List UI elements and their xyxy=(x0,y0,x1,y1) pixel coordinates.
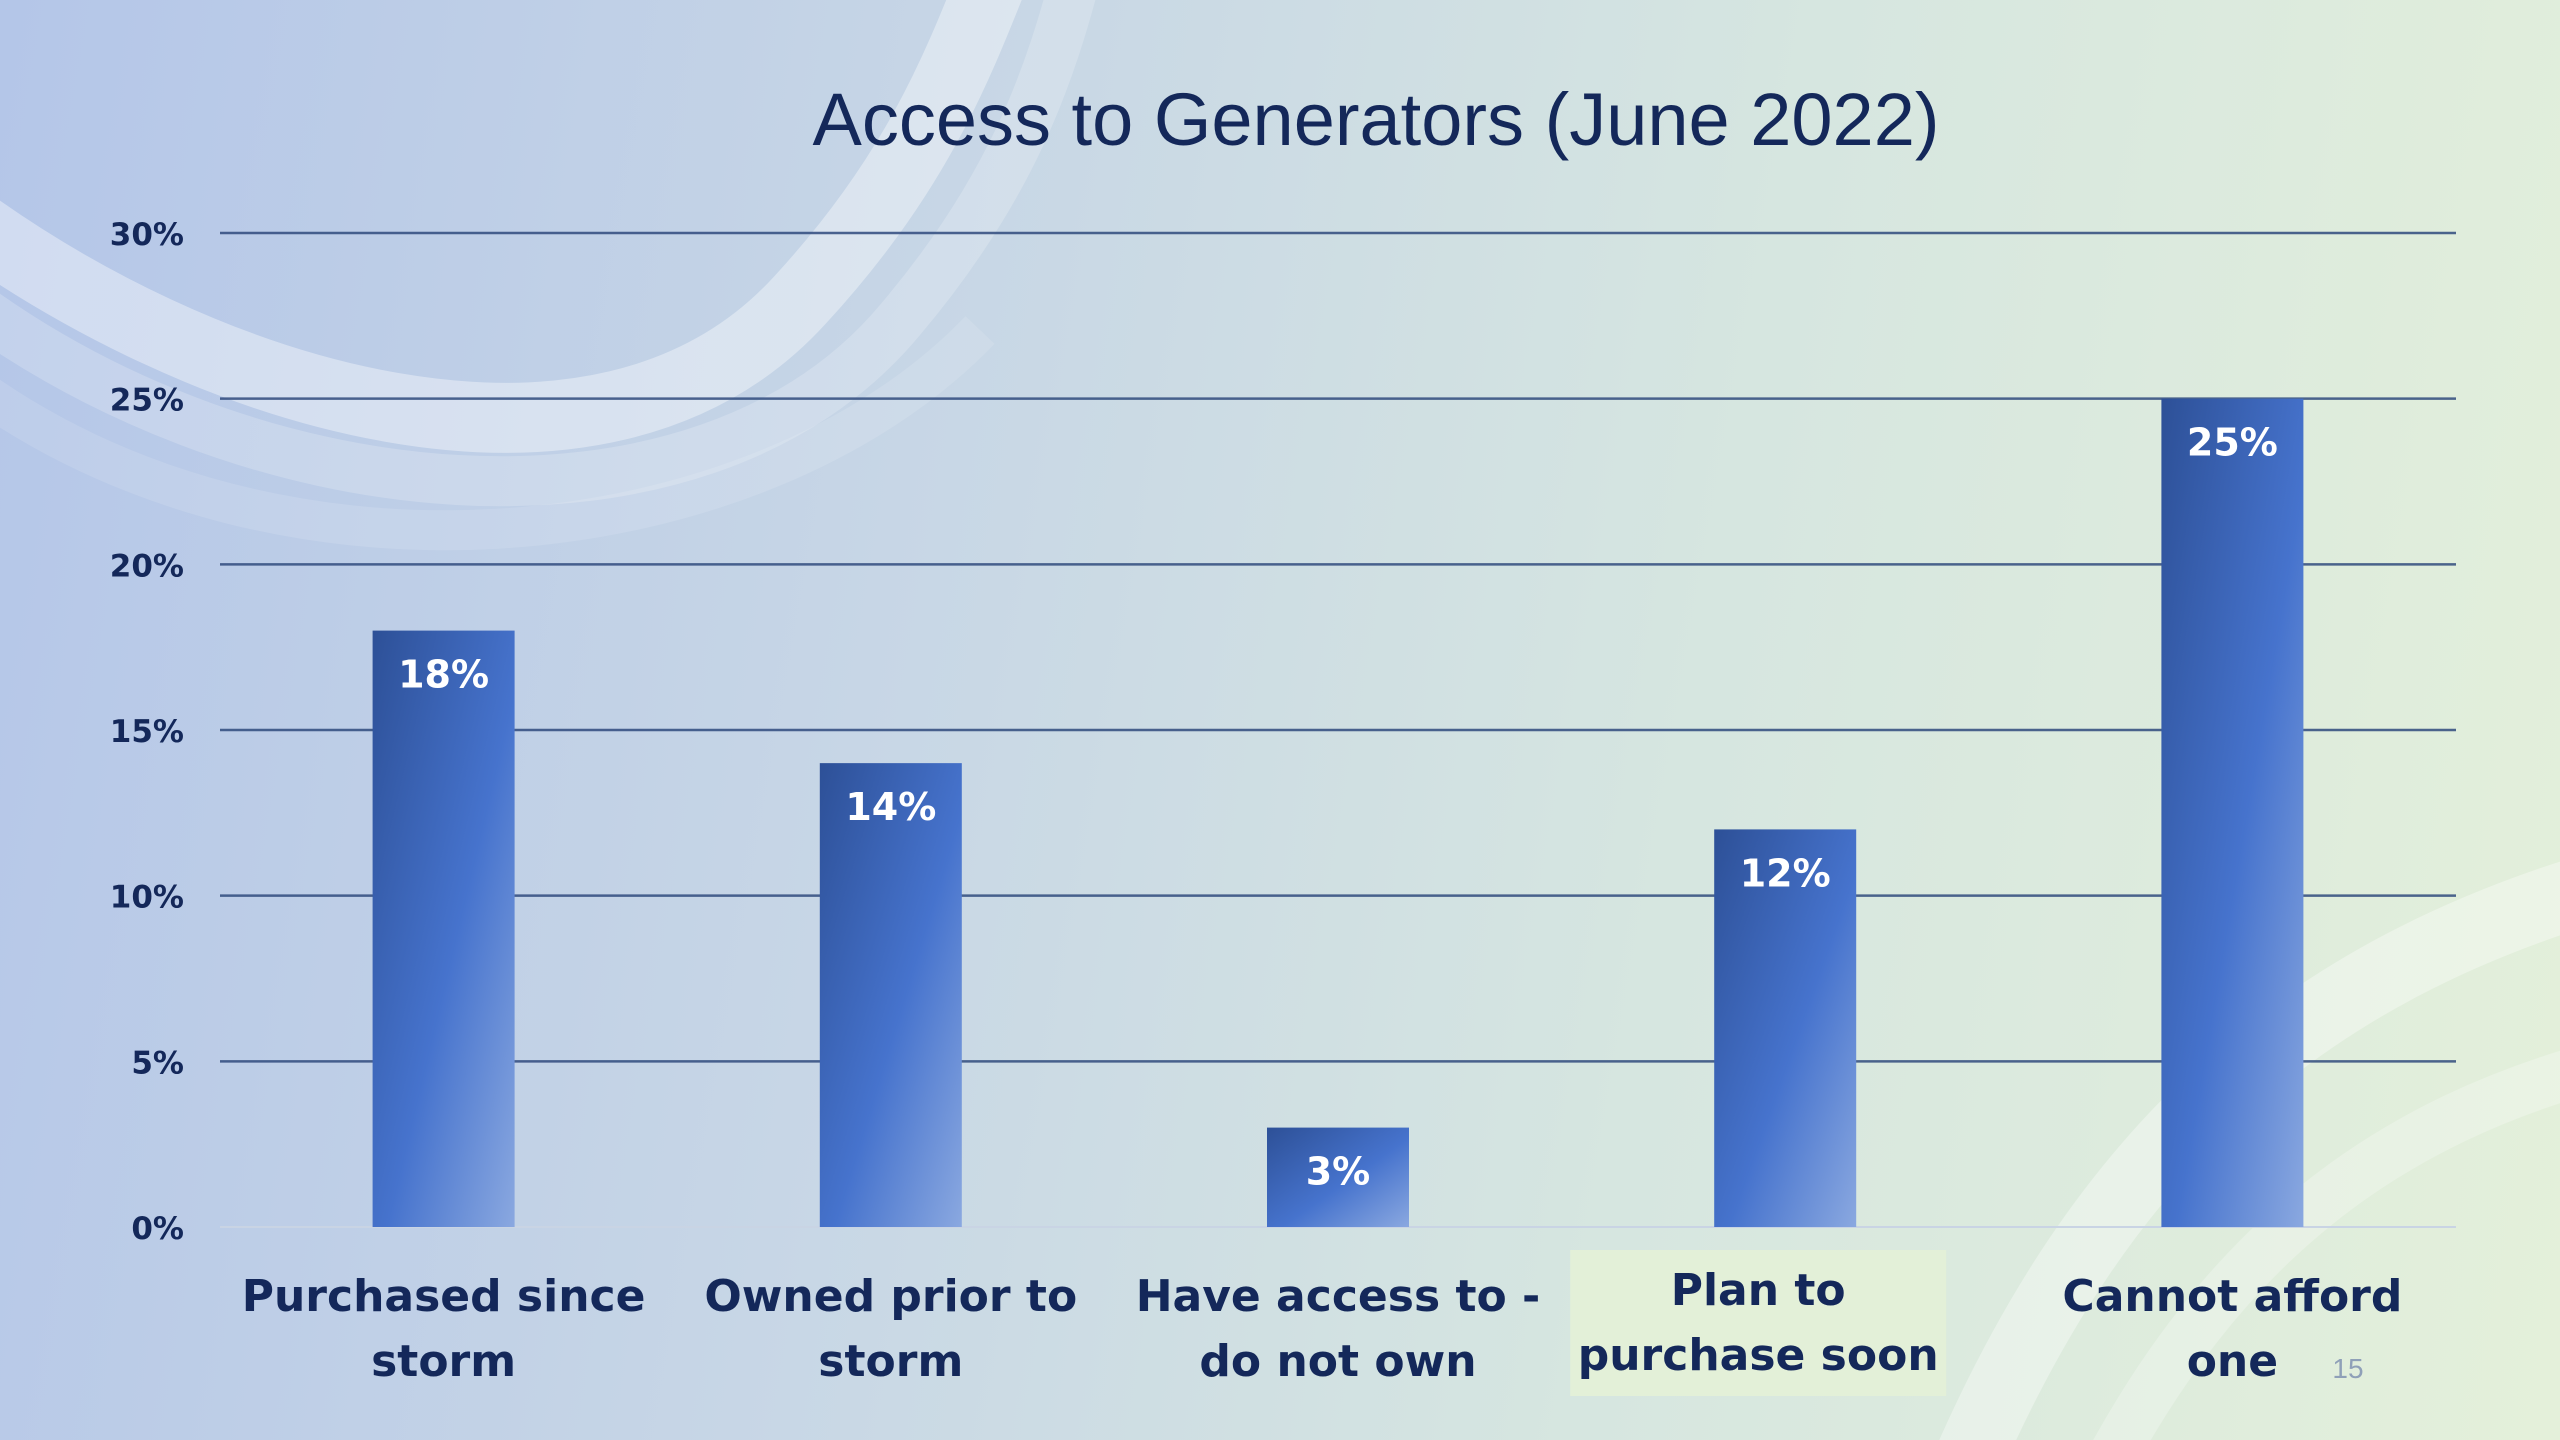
y-tick-label: 25% xyxy=(110,383,184,419)
data-labels: 18% 14% 3% 12% 25% xyxy=(398,421,2278,1194)
bar xyxy=(1714,829,1857,1227)
bar xyxy=(819,763,962,1227)
bars xyxy=(372,398,2304,1228)
data-label: 3% xyxy=(1306,1150,1371,1194)
category-label: Plan to purchase soon xyxy=(1578,1265,1939,1381)
category-label: Owned prior to storm xyxy=(704,1271,1077,1387)
page-number: 15 xyxy=(2332,1353,2364,1384)
category-label: Purchased since storm xyxy=(242,1271,646,1387)
data-label: 14% xyxy=(845,785,936,829)
category-label: Have access to -do not own xyxy=(1136,1271,1541,1387)
chart-title: Access to Generators (June 2022) xyxy=(812,78,1939,161)
gridlines xyxy=(220,231,2456,1228)
data-label: 18% xyxy=(398,653,489,697)
y-axis-ticks: 0% 5% 10% 15% 20% 25% 30% xyxy=(110,217,184,1247)
category-labels: Purchased since storm Owned prior to storm H… xyxy=(242,1265,2403,1387)
y-tick-label: 0% xyxy=(131,1211,184,1247)
bar xyxy=(1267,1127,1409,1227)
bar xyxy=(372,630,515,1227)
highlighted-category-box xyxy=(1570,1250,1947,1396)
y-tick-label: 10% xyxy=(110,880,184,916)
data-label: 12% xyxy=(1740,851,1831,895)
y-tick-label: 30% xyxy=(110,217,184,253)
y-tick-label: 15% xyxy=(110,714,184,750)
y-tick-label: 5% xyxy=(131,1045,184,1081)
category-label: Cannot afford one xyxy=(2062,1271,2402,1387)
y-tick-label: 20% xyxy=(110,548,184,584)
bar xyxy=(2161,398,2304,1228)
data-label: 25% xyxy=(2187,421,2278,465)
